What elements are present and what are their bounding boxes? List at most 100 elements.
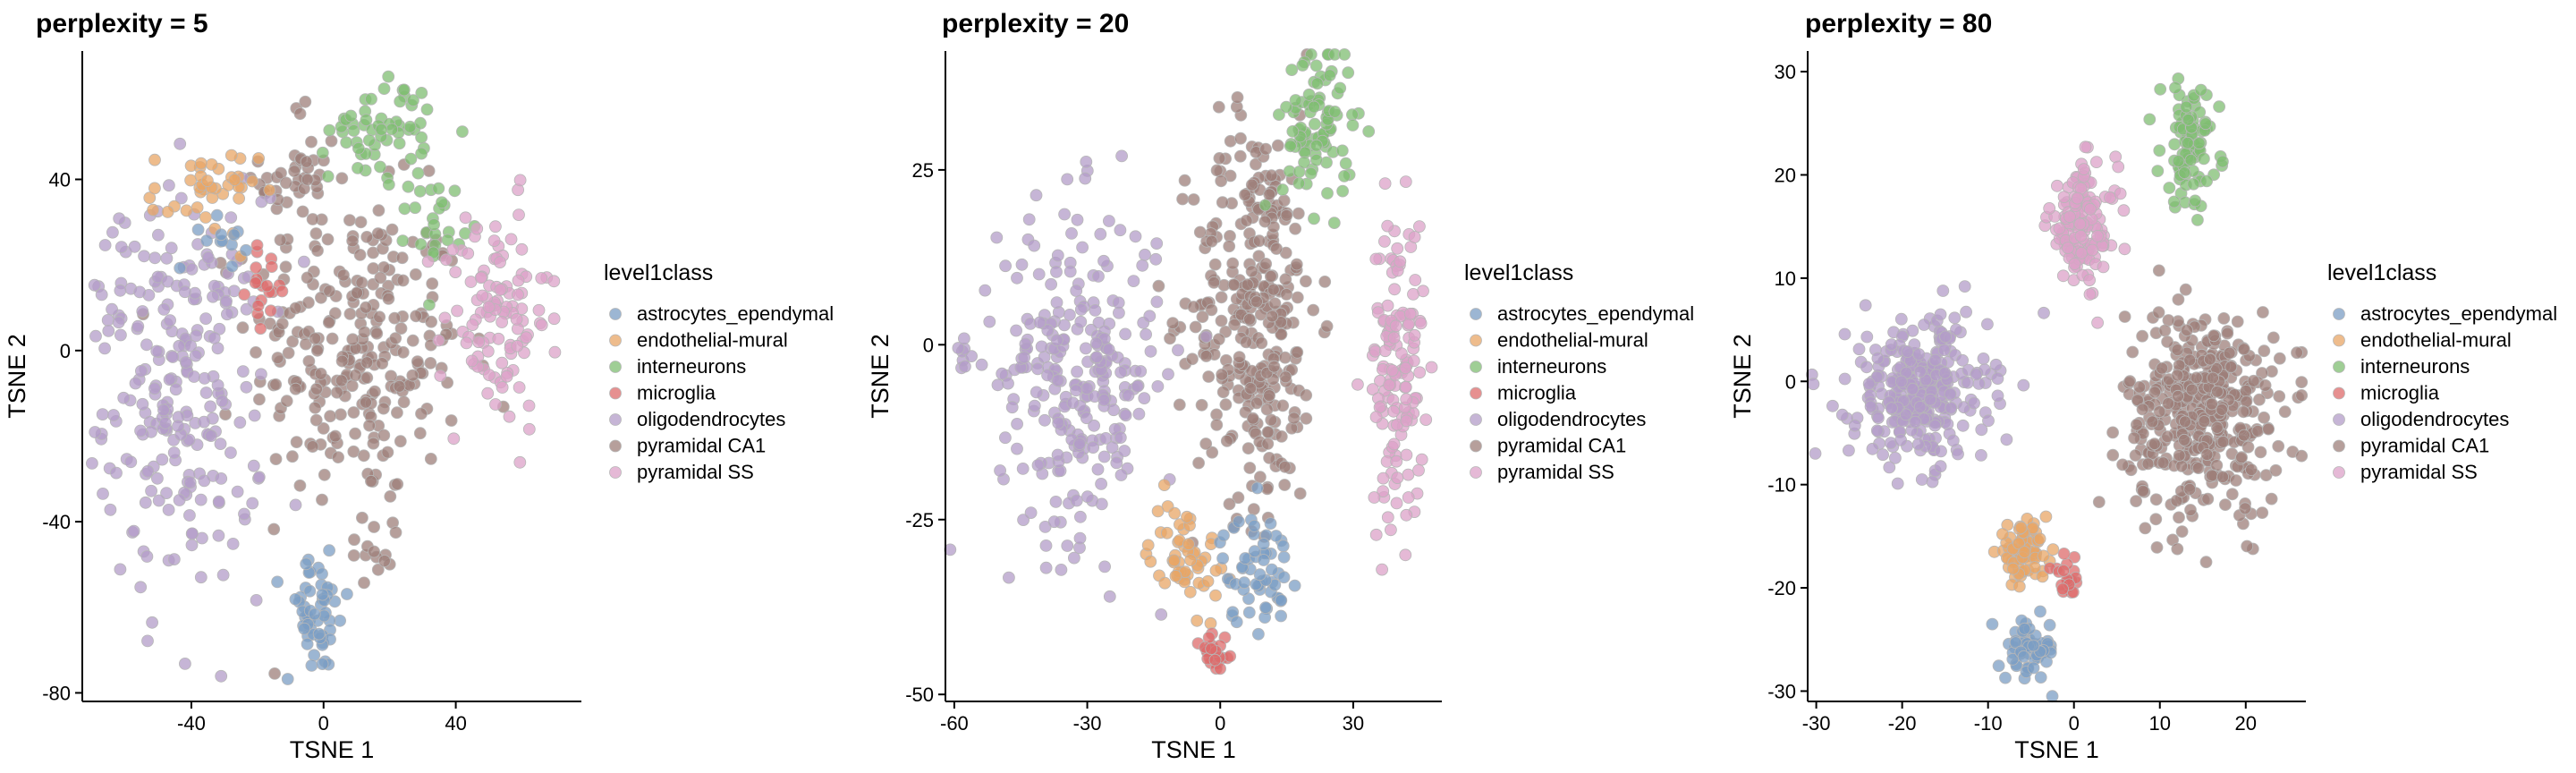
data-point bbox=[1257, 538, 1270, 550]
data-point bbox=[1938, 366, 1952, 379]
data-point bbox=[1202, 370, 1216, 383]
data-point bbox=[194, 493, 208, 506]
data-point bbox=[250, 239, 264, 252]
data-point bbox=[1033, 316, 1046, 329]
data-point bbox=[2180, 100, 2193, 114]
data-point bbox=[1192, 456, 1205, 470]
data-point bbox=[1011, 271, 1023, 285]
data-point bbox=[368, 521, 381, 533]
data-point bbox=[1369, 528, 1383, 541]
data-point bbox=[1132, 407, 1146, 420]
data-point bbox=[1400, 414, 1413, 428]
data-point bbox=[1369, 411, 1383, 424]
data-point bbox=[489, 398, 502, 411]
data-point bbox=[1999, 671, 2012, 684]
data-point bbox=[1118, 445, 1131, 457]
data-point bbox=[208, 331, 221, 344]
x-tick-label: 0 bbox=[318, 712, 329, 735]
data-point bbox=[2153, 144, 2166, 157]
x-tick-label: -30 bbox=[1802, 712, 1831, 735]
data-point bbox=[422, 298, 436, 311]
data-point bbox=[1290, 258, 1303, 271]
data-point bbox=[114, 284, 127, 297]
data-point bbox=[1061, 539, 1074, 552]
data-point bbox=[1003, 571, 1015, 584]
data-point bbox=[1151, 505, 1165, 518]
data-point bbox=[1149, 252, 1163, 266]
data-point bbox=[1277, 571, 1291, 584]
data-point bbox=[1309, 139, 1323, 152]
data-point bbox=[1071, 365, 1083, 378]
data-point bbox=[1275, 429, 1288, 443]
data-point bbox=[89, 426, 102, 438]
data-point bbox=[422, 165, 436, 177]
data-point bbox=[965, 350, 978, 363]
data-point bbox=[1030, 189, 1043, 202]
data-point bbox=[247, 459, 260, 472]
data-point bbox=[991, 378, 1004, 392]
data-point bbox=[1127, 275, 1140, 288]
y-axis-label: TSNE 2 bbox=[4, 334, 30, 419]
data-point bbox=[1413, 220, 1426, 234]
data-point bbox=[377, 402, 390, 415]
data-point bbox=[1248, 545, 1261, 558]
data-point bbox=[233, 191, 246, 205]
data-point bbox=[298, 622, 311, 635]
data-point bbox=[1848, 419, 1861, 432]
data-point bbox=[353, 248, 367, 261]
data-point bbox=[2175, 525, 2189, 538]
data-point bbox=[2046, 690, 2059, 703]
data-point bbox=[1205, 303, 1218, 317]
data-point bbox=[1112, 296, 1125, 310]
data-point bbox=[2197, 152, 2210, 166]
data-point bbox=[2000, 433, 2013, 446]
data-point bbox=[1204, 616, 1217, 630]
data-point bbox=[409, 201, 422, 215]
data-point bbox=[1139, 248, 1151, 261]
data-point bbox=[415, 407, 428, 420]
data-point bbox=[1103, 215, 1115, 227]
data-point bbox=[512, 288, 524, 302]
data-point bbox=[1070, 384, 1082, 397]
data-point bbox=[414, 238, 428, 251]
data-point bbox=[1320, 156, 1333, 169]
data-point bbox=[2092, 496, 2106, 508]
data-point bbox=[330, 386, 343, 399]
data-point bbox=[151, 228, 165, 242]
data-point bbox=[1058, 319, 1071, 332]
data-point bbox=[161, 205, 174, 218]
data-point bbox=[112, 316, 125, 329]
data-point bbox=[377, 555, 391, 567]
data-point bbox=[2178, 166, 2191, 180]
x-tick-label: 10 bbox=[2148, 712, 2170, 735]
data-point bbox=[2037, 549, 2050, 563]
data-point bbox=[150, 344, 164, 358]
data-point bbox=[1939, 330, 1953, 344]
data-point bbox=[1977, 352, 1990, 365]
data-point bbox=[1278, 351, 1292, 364]
data-point bbox=[2091, 229, 2104, 242]
data-point bbox=[1032, 268, 1046, 281]
data-point bbox=[1224, 650, 1237, 663]
data-point bbox=[1050, 265, 1063, 278]
data-point bbox=[314, 291, 327, 304]
legend-entry-label: oligodendrocytes bbox=[1497, 408, 1646, 430]
data-point bbox=[1961, 376, 1974, 389]
data-point bbox=[216, 395, 229, 408]
data-point bbox=[114, 563, 127, 576]
y-tick-label: -80 bbox=[42, 682, 71, 704]
data-point bbox=[346, 234, 360, 248]
data-point bbox=[355, 511, 369, 524]
legend: level1class astrocytes_ependymal endotheli… bbox=[1464, 260, 1694, 483]
data-point bbox=[289, 592, 302, 606]
data-point bbox=[1263, 188, 1276, 201]
data-point bbox=[1099, 431, 1113, 445]
data-point bbox=[1187, 301, 1200, 313]
data-point bbox=[250, 594, 263, 607]
data-point bbox=[312, 627, 326, 641]
data-point bbox=[226, 538, 240, 550]
data-point bbox=[2018, 546, 2031, 558]
data-point bbox=[1227, 278, 1241, 292]
data-point bbox=[363, 419, 376, 432]
data-point bbox=[1860, 330, 1874, 344]
